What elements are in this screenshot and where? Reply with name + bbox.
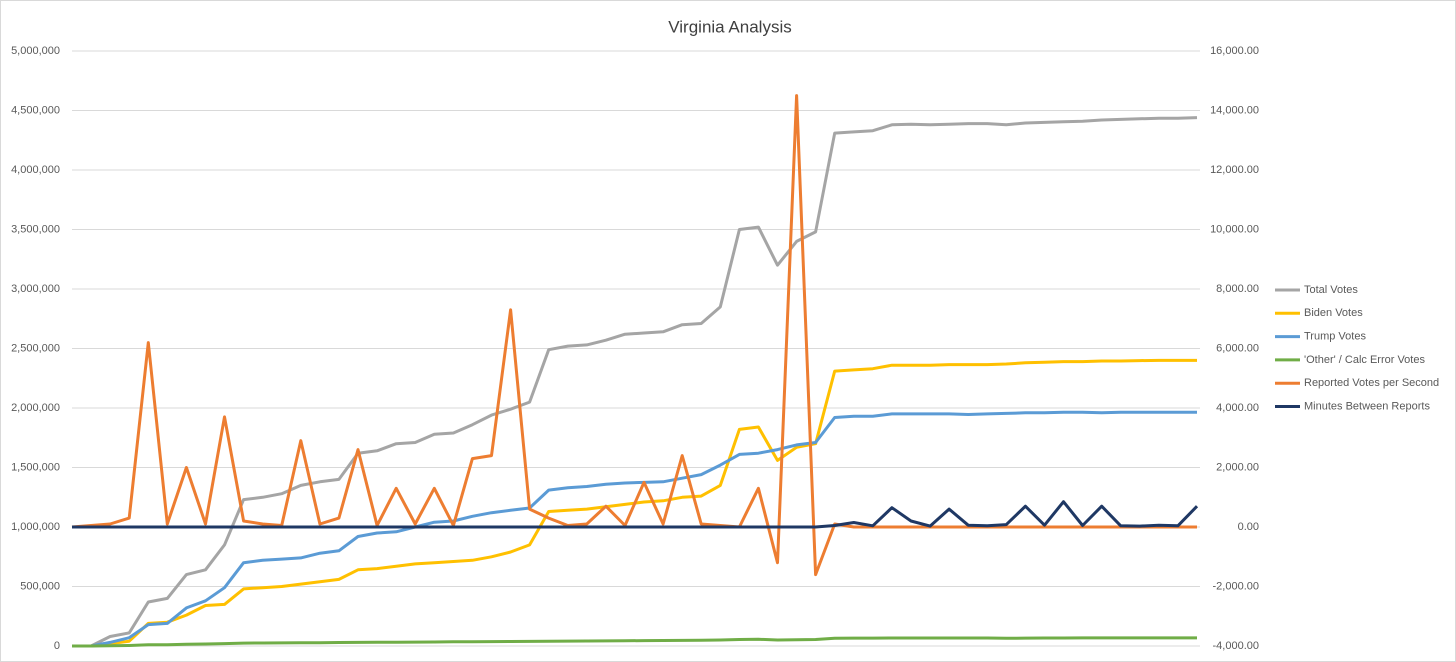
y2-tick-label: -4,000.00 — [1213, 640, 1259, 652]
y-tick-label: 3,000,000 — [11, 283, 60, 295]
series-line — [72, 500, 1199, 529]
y2-tick-label: 0.00 — [1238, 521, 1259, 533]
y2-tick-label: 8,000.00 — [1216, 283, 1259, 295]
legend-label: Biden Votes — [1304, 307, 1363, 319]
y2-tick-label: 14,000.00 — [1210, 104, 1259, 116]
series-line — [71, 94, 1197, 577]
y-tick-label: 5,000,000 — [11, 45, 60, 57]
y-tick-label: 2,000,000 — [11, 402, 60, 414]
y-tick-label: 1,500,000 — [11, 461, 60, 473]
y-tick-label: 1,000,000 — [11, 521, 60, 533]
y-tick-label: 3,500,000 — [11, 223, 60, 235]
y2-tick-label: -2,000.00 — [1213, 580, 1259, 592]
y-tick-label: 2,500,000 — [11, 342, 60, 354]
legend-label: Reported Votes per Second — [1304, 377, 1439, 389]
legend-label: 'Other' / Calc Error Votes — [1304, 354, 1425, 366]
y-tick-label: 500,000 — [20, 580, 60, 592]
legend-label: Trump Votes — [1304, 331, 1366, 343]
y-tick-label: 4,000,000 — [11, 164, 60, 176]
series-line — [72, 410, 1197, 648]
y2-tick-label: 10,000.00 — [1210, 223, 1259, 235]
series-line — [72, 636, 1197, 648]
y2-tick-label: 12,000.00 — [1210, 164, 1259, 176]
legend-label: Total Votes — [1304, 284, 1358, 296]
y-tick-label: 4,500,000 — [11, 104, 60, 116]
chart-title: Virginia Analysis — [668, 17, 791, 36]
y-tick-label: 0 — [54, 640, 60, 652]
legend-label: Minutes Between Reports — [1304, 400, 1430, 412]
y2-tick-label: 4,000.00 — [1216, 402, 1259, 414]
y2-tick-label: 2,000.00 — [1216, 461, 1259, 473]
y2-tick-label: 16,000.00 — [1210, 45, 1259, 57]
series-line — [72, 116, 1198, 648]
y2-tick-label: 6,000.00 — [1216, 342, 1259, 354]
